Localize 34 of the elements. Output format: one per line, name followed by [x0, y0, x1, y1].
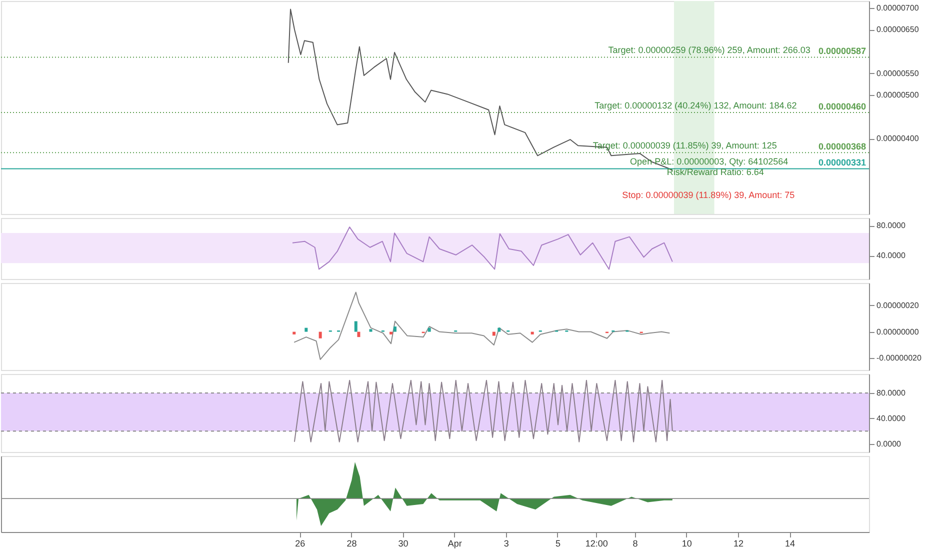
y-tick-label: 0.0000	[876, 439, 902, 448]
annotation: Open P&L: 0.00000003, Qty: 64102564	[630, 156, 788, 167]
annotation: Target: 0.00000132 (40.24%) 132, Amount: 184.62	[594, 100, 797, 111]
x-tick-label: 12:00	[585, 538, 608, 548]
y-tick-label: 0.00000500	[876, 90, 920, 100]
y-tick-label: 0.00000400	[876, 134, 920, 144]
annotation: Target: 0.00000039 (11.85%) 39, Amount: 125	[592, 140, 777, 151]
y-tick-label: 40.0000	[876, 414, 906, 423]
y-tick-label: 0.00000550	[876, 68, 920, 78]
x-tick-label: 10	[682, 538, 692, 548]
x-tick-label: 5	[555, 538, 560, 548]
annotation: Target: 0.00000259 (78.96%) 259, Amount: 266.03	[608, 45, 810, 56]
x-tick-label: 3	[504, 538, 509, 548]
y-tick-label: -0.00000020	[876, 354, 922, 363]
ref-line-label: 0.00000368	[818, 142, 866, 152]
annotation: Stop: 0.00000039 (11.89%) 39, Amount: 75	[622, 190, 795, 200]
x-tick-label: Apr	[448, 538, 462, 548]
ref-line-label: 0.00000331	[818, 158, 866, 168]
x-tick-label: 12	[733, 538, 744, 548]
y-tick-label: 40.0000	[876, 251, 906, 260]
x-tick-label: 8	[632, 538, 638, 548]
x-tick-label: 14	[784, 538, 796, 548]
annotation: Risk/Reward Ratio: 6.64	[666, 167, 764, 178]
y-tick-label: 80.0000	[876, 388, 906, 398]
x-tick-label: 28	[346, 538, 357, 548]
ref-line-label: 0.00000587	[818, 46, 866, 56]
ref-line-label: 0.00000460	[818, 102, 866, 112]
x-tick-label: 26	[295, 538, 306, 548]
x-tick-label: 30	[398, 538, 408, 548]
y-tick-label: 0.00000650	[876, 25, 920, 34]
y-tick-label: 0.00000020	[876, 300, 920, 310]
y-tick-label: 80.0000	[876, 221, 906, 230]
y-tick-label: 0.00000000	[876, 327, 920, 336]
y-tick-label: 0.00000700	[876, 3, 920, 12]
